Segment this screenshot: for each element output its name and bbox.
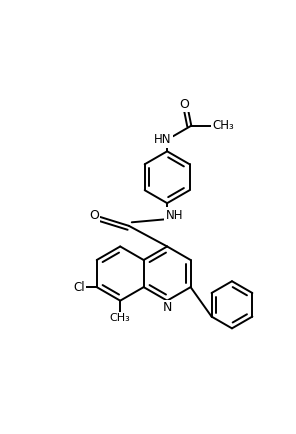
Text: Cl: Cl (73, 281, 85, 294)
Text: O: O (179, 98, 189, 111)
Text: HN: HN (154, 133, 172, 146)
Text: CH₃: CH₃ (213, 118, 234, 132)
Text: N: N (163, 301, 173, 314)
Text: O: O (89, 209, 99, 222)
Text: NH: NH (166, 209, 183, 222)
Text: CH₃: CH₃ (110, 313, 131, 323)
